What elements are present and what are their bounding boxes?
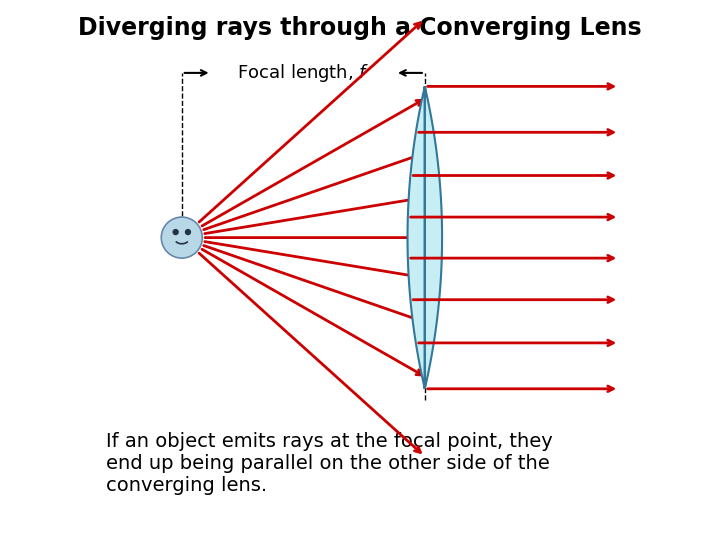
Text: Focal length, $f$: Focal length, $f$ — [237, 62, 369, 84]
Polygon shape — [408, 86, 442, 389]
Text: If an object emits rays at the focal point, they
end up being parallel on the ot: If an object emits rays at the focal poi… — [107, 432, 553, 495]
Circle shape — [161, 217, 202, 258]
Circle shape — [186, 230, 190, 234]
Circle shape — [174, 230, 178, 234]
Text: Diverging rays through a Converging Lens: Diverging rays through a Converging Lens — [78, 16, 642, 40]
